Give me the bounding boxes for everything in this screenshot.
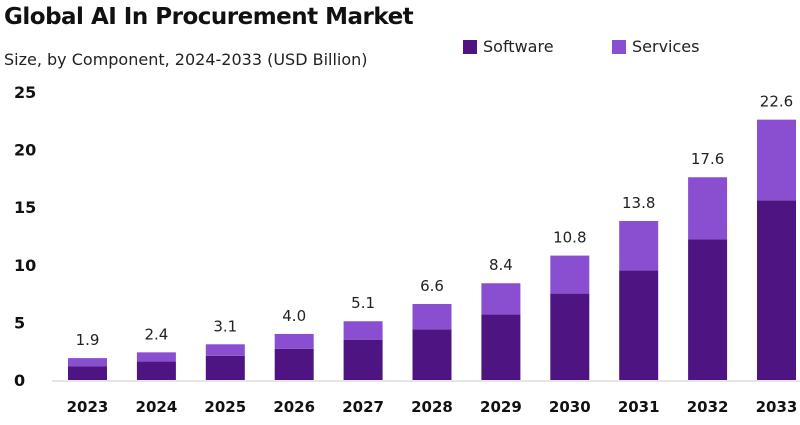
x-tick-label: 2024 xyxy=(136,398,178,416)
bar-services-2032 xyxy=(688,177,728,240)
bar-software-2025 xyxy=(205,355,245,380)
data-label-total: 6.6 xyxy=(420,277,444,295)
y-tick-label: 25 xyxy=(14,83,36,102)
bar-software-2023 xyxy=(68,366,107,380)
bar-services-2031 xyxy=(619,221,659,271)
legend-label-services: Services xyxy=(632,37,700,56)
data-label-total: 5.1 xyxy=(351,294,375,312)
x-tick-label: 2033 xyxy=(756,398,798,416)
legend-item-services: Services xyxy=(612,37,699,56)
data-label-total: 8.4 xyxy=(489,256,513,274)
data-label-total: 22.6 xyxy=(760,93,793,111)
x-tick-label: 2025 xyxy=(204,398,246,416)
bar-software-2033 xyxy=(757,200,796,380)
bar-services-2023 xyxy=(68,358,107,367)
data-label-total: 10.8 xyxy=(553,229,586,247)
y-tick-label: 5 xyxy=(14,313,25,332)
data-label-total: 17.6 xyxy=(691,150,724,168)
bar-software-2027 xyxy=(343,339,383,380)
bar-software-2029 xyxy=(481,314,521,380)
bar-services-2027 xyxy=(343,321,383,340)
x-tick-label: 2028 xyxy=(411,398,453,416)
bar-services-2026 xyxy=(274,333,314,349)
legend-swatch-software xyxy=(463,39,477,54)
x-tick-label: 2023 xyxy=(67,398,109,416)
y-tick-label: 10 xyxy=(14,256,36,275)
x-tick-label: 2029 xyxy=(480,398,522,416)
bar-software-2026 xyxy=(274,348,314,380)
data-label-total: 1.9 xyxy=(76,331,100,349)
x-tick-label: 2026 xyxy=(273,398,315,416)
chart-subtitle: Size, by Component, 2024-2033 (USD Billi… xyxy=(4,50,368,69)
x-tick-label: 2030 xyxy=(549,398,591,416)
bar-services-2033 xyxy=(757,119,796,201)
chart-title: Global AI In Procurement Market xyxy=(4,4,414,30)
legend-item-software: Software xyxy=(463,37,554,56)
bar-software-2032 xyxy=(688,239,728,380)
data-label-total: 4.0 xyxy=(282,307,306,325)
bar-software-2024 xyxy=(136,361,176,380)
bar-services-2024 xyxy=(136,352,176,362)
legend-swatch-services xyxy=(612,39,626,54)
data-label-total: 2.4 xyxy=(144,325,168,343)
y-tick-label: 0 xyxy=(14,371,25,390)
data-label-total: 13.8 xyxy=(622,194,655,212)
x-tick-label: 2032 xyxy=(687,398,729,416)
bar-services-2025 xyxy=(205,344,245,356)
bar-software-2031 xyxy=(619,270,659,380)
x-tick-label: 2031 xyxy=(618,398,660,416)
data-label-total: 3.1 xyxy=(213,317,237,335)
legend-label-software: Software xyxy=(483,37,554,56)
bar-software-2030 xyxy=(550,293,590,380)
bar-services-2029 xyxy=(481,283,521,315)
bar-software-2028 xyxy=(412,329,452,380)
y-tick-label: 15 xyxy=(14,198,36,217)
y-tick-label: 20 xyxy=(14,141,36,160)
bar-services-2028 xyxy=(412,303,452,330)
bar-services-2030 xyxy=(550,255,590,294)
x-tick-label: 2027 xyxy=(342,398,384,416)
